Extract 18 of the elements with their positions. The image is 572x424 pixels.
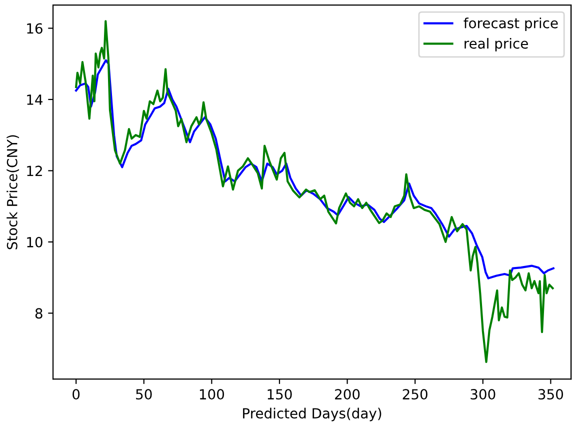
x-tick-label: 0 bbox=[72, 389, 80, 400]
legend-label: forecast price bbox=[464, 18, 558, 32]
y-tick-label: 12 bbox=[27, 166, 42, 176]
x-tick-label: 150 bbox=[268, 389, 292, 400]
y-tick-label: 10 bbox=[27, 236, 42, 248]
x-tick-label: 50 bbox=[136, 389, 152, 400]
y-tick-label: 16 bbox=[27, 23, 42, 34]
legend-label: real price bbox=[464, 38, 528, 52]
x-tick-label: 200 bbox=[335, 389, 360, 400]
y-tick-label: 8 bbox=[35, 308, 42, 319]
x-tick-label: 350 bbox=[538, 389, 564, 400]
y-axis-title: Stock Price(CNY) bbox=[6, 135, 20, 250]
x-tick-label: 100 bbox=[200, 389, 224, 400]
x-tick-label: 250 bbox=[402, 389, 428, 400]
line-series bbox=[75, 59, 554, 280]
y-tick-label: 14 bbox=[27, 94, 43, 105]
x-axis-title: Predicted Days(day) bbox=[243, 408, 382, 422]
x-tick-label: 300 bbox=[470, 389, 496, 400]
